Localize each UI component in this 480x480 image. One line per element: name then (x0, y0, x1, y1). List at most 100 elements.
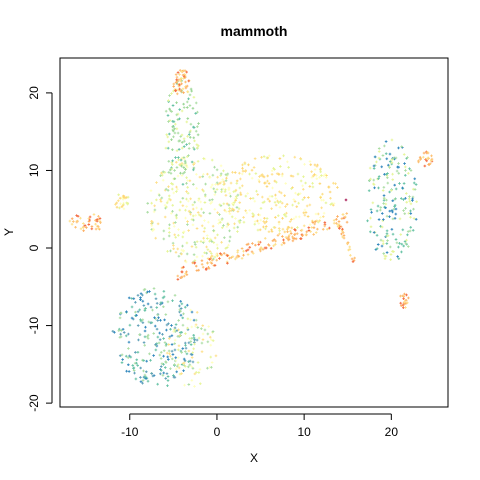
data-point (195, 143, 199, 147)
data-point (200, 224, 204, 228)
data-point (209, 202, 212, 205)
data-point (207, 267, 211, 270)
data-point (172, 247, 175, 251)
data-point (189, 343, 193, 346)
data-point (256, 228, 260, 232)
data-point (213, 264, 217, 267)
data-point (328, 226, 331, 230)
data-point (136, 324, 140, 327)
data-point (216, 233, 219, 237)
data-point (227, 186, 231, 190)
data-point (202, 230, 206, 233)
data-point (297, 201, 300, 205)
data-point (211, 339, 215, 343)
data-point (164, 313, 168, 316)
data-point (99, 221, 102, 224)
data-point (329, 196, 332, 200)
data-point (175, 127, 179, 131)
data-point (216, 211, 219, 215)
data-point (125, 310, 128, 313)
data-point (205, 234, 209, 237)
data-point (194, 112, 197, 115)
data-point (188, 104, 192, 107)
data-point (411, 229, 415, 232)
data-point (186, 134, 189, 138)
data-point (75, 214, 78, 217)
data-point (405, 192, 408, 195)
data-point (184, 208, 187, 212)
data-point (176, 118, 180, 121)
data-point (295, 205, 299, 208)
data-point (203, 193, 207, 197)
data-point (173, 342, 176, 345)
data-point (82, 222, 85, 225)
data-point (308, 223, 312, 226)
data-point (141, 321, 145, 325)
data-point (405, 238, 408, 242)
data-point (395, 241, 399, 245)
data-point (186, 220, 189, 223)
data-point (173, 338, 177, 342)
x-axis: -10 0 10 20 (121, 413, 398, 439)
data-point (199, 240, 203, 243)
data-point (234, 199, 237, 202)
data-point (304, 233, 308, 237)
data-point (311, 221, 315, 224)
data-point (177, 319, 180, 322)
data-point (276, 199, 279, 203)
data-point (151, 308, 154, 312)
data-point (171, 104, 175, 107)
data-point (407, 245, 410, 248)
data-point (308, 203, 312, 207)
data-point (184, 350, 187, 353)
data-point (127, 363, 130, 367)
data-point (372, 164, 376, 168)
data-point (287, 234, 291, 237)
data-point (233, 222, 236, 226)
data-point (402, 209, 405, 212)
data-point (154, 348, 158, 352)
data-point (186, 223, 189, 226)
data-point (141, 381, 144, 385)
data-point (214, 183, 217, 186)
data-point (377, 177, 380, 180)
data-point (408, 197, 411, 201)
data-point (248, 208, 251, 212)
data-point (74, 225, 77, 229)
data-point (162, 290, 166, 293)
data-point (228, 212, 232, 216)
data-point (285, 203, 289, 206)
data-point (177, 234, 180, 237)
data-point (402, 153, 406, 156)
data-point (194, 214, 198, 217)
data-point (303, 208, 307, 212)
data-point (181, 87, 185, 91)
data-point (172, 82, 176, 86)
data-point (170, 167, 174, 171)
data-point (225, 176, 228, 180)
data-point (396, 165, 399, 169)
data-point (174, 73, 178, 76)
data-point (130, 316, 134, 320)
data-point (180, 270, 184, 274)
data-point (304, 211, 308, 214)
data-point (166, 355, 169, 359)
data-point (404, 174, 407, 177)
data-point (215, 243, 219, 247)
data-point (81, 226, 85, 229)
data-point (183, 274, 186, 278)
data-point (279, 191, 283, 195)
data-point (201, 265, 205, 269)
y-tick-label: -20 (27, 394, 41, 412)
data-point (316, 220, 320, 224)
data-point (118, 354, 122, 357)
data-point (351, 260, 355, 263)
data-point (430, 154, 433, 158)
data-point (165, 133, 169, 136)
data-point (308, 185, 312, 188)
data-point (274, 193, 277, 197)
data-point (195, 338, 199, 342)
data-point (177, 366, 181, 370)
data-point (202, 239, 206, 243)
data-point (195, 186, 198, 190)
